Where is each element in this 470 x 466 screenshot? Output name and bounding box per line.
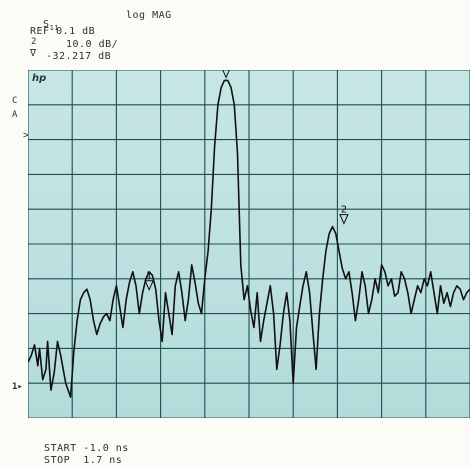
start-readout: START -1.0 ns (44, 443, 129, 454)
parameter-label: S11 (43, 19, 60, 32)
trace-plot: hp 1 2 3 (28, 70, 470, 418)
marker-triangle-icon (339, 214, 349, 225)
marker-2: 2 (339, 205, 349, 225)
marker-triangle-icon (222, 70, 230, 79)
scale-per-division: 10.0 dB/ (66, 39, 119, 50)
marker-delta-icon: ∇ (30, 48, 37, 59)
marker-3: 3 (222, 70, 230, 79)
plot-screen: hp 1 2 3 (28, 70, 470, 418)
marker-layer: 1 2 3 (144, 70, 349, 291)
marker-label: 1 (146, 271, 152, 282)
channel-header: S11 (30, 8, 59, 34)
reference-value: REF 0.1 dB (30, 26, 96, 37)
reference-arrow-icon: > (23, 130, 30, 141)
trace-line (28, 79, 470, 398)
channel-label-c: C (12, 96, 18, 106)
marker-label: 2 (341, 205, 347, 216)
format-label: log MAG (126, 10, 172, 21)
hp-logo: hp (32, 73, 46, 84)
graticule (28, 70, 470, 418)
marker-1: 1 (144, 271, 154, 291)
marker-readout: -32.217 dB (46, 51, 112, 62)
reference-position-label: 1▸ (12, 382, 23, 392)
scale-marker-number: 2 (31, 37, 37, 47)
marker-triangle-icon (144, 280, 154, 291)
channel-label-a: A (12, 110, 18, 120)
stop-readout: STOP 1.7 ns (44, 455, 123, 466)
reference-position-arrow-icon: ▸ (17, 382, 23, 392)
